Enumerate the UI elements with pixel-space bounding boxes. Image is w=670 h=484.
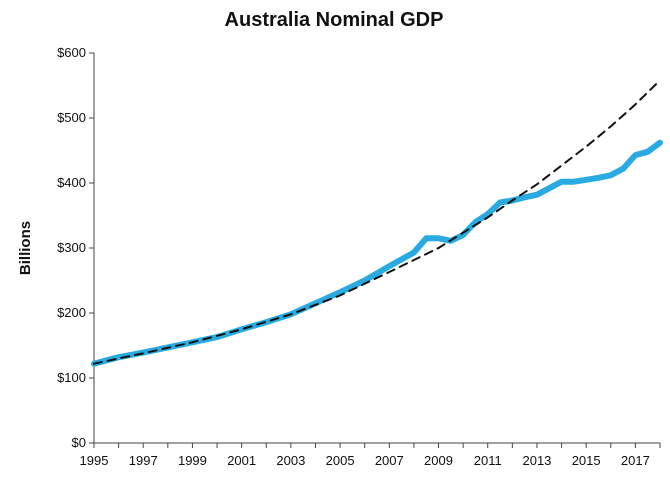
chart-title: Australia Nominal GDP xyxy=(225,9,444,31)
y-tick-label: $100 xyxy=(57,370,86,385)
x-tick-label: 2005 xyxy=(326,453,355,468)
x-tick-label: 2011 xyxy=(474,453,502,468)
x-tick-label: 1999 xyxy=(178,453,207,468)
x-tick-label: 2003 xyxy=(276,453,305,468)
y-tick-label: $200 xyxy=(57,305,86,320)
x-tick-label: 2017 xyxy=(621,453,650,468)
y-tick-label: $500 xyxy=(57,110,86,125)
x-tick-label: 2009 xyxy=(424,453,453,468)
y-tick-label: $600 xyxy=(57,45,86,60)
x-tick-label: 2001 xyxy=(227,453,256,468)
gdp-line xyxy=(91,139,663,367)
trend-line-dashed xyxy=(93,79,661,365)
y-axis-label: Billions xyxy=(17,221,34,275)
x-tick-label: 1997 xyxy=(129,453,158,468)
y-tick-label: $400 xyxy=(57,175,86,190)
x-tick-label: 2007 xyxy=(375,453,404,468)
x-tick-label: 2015 xyxy=(572,453,601,468)
x-tick-label: 1995 xyxy=(80,453,109,468)
x-tick-label: 2013 xyxy=(522,453,551,468)
y-tick-label: $300 xyxy=(57,240,86,255)
series-layer xyxy=(91,79,663,367)
y-tick-label: $0 xyxy=(72,435,86,450)
axes: $0 $100 $200 $300 $400 $500 $600 1995 1997 1999 20… xyxy=(57,45,661,468)
